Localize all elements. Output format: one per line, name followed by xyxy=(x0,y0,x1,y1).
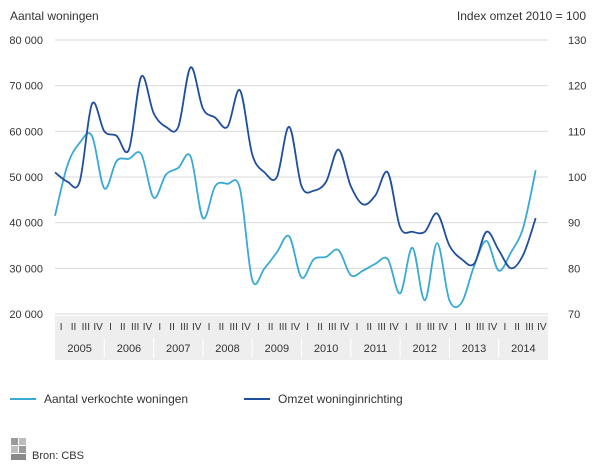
y-tick-label-right: 110 xyxy=(568,126,586,138)
quarter-tick-label: I xyxy=(306,322,309,333)
y-tick-label-left: 70 000 xyxy=(9,81,43,93)
quarter-tick-label: IV xyxy=(291,322,301,333)
quarter-tick-label: III xyxy=(82,322,90,333)
legend-line-icon xyxy=(244,398,270,400)
quarter-tick-label: II xyxy=(219,322,225,333)
quarter-tick-label: II xyxy=(71,322,77,333)
quarter-tick-label: IV xyxy=(192,322,202,333)
year-tick-label: 2012 xyxy=(413,343,437,355)
series-line-omzet-woninginrichting xyxy=(54,66,537,270)
y-tick-label-right: 120 xyxy=(568,81,586,93)
series-line-verkochte-woningen xyxy=(54,132,537,309)
cbs-logo-icon xyxy=(11,438,26,460)
year-tick-label: 2006 xyxy=(117,343,141,355)
quarter-tick-label: IV xyxy=(340,322,350,333)
quarter-tick-label: III xyxy=(230,322,238,333)
quarter-tick-label: IV xyxy=(537,322,547,333)
quarter-tick-label: II xyxy=(416,322,422,333)
quarter-tick-label: IV xyxy=(389,322,399,333)
quarter-tick-label: III xyxy=(279,322,287,333)
quarter-tick-label: IV xyxy=(439,322,449,333)
y-tick-label-right: 130 xyxy=(568,35,586,47)
legend-label: Aantal verkochte woningen xyxy=(44,392,189,406)
quarter-tick-label: IV xyxy=(241,322,251,333)
year-tick-label: 2009 xyxy=(265,343,289,355)
year-tick-label: 2013 xyxy=(462,343,486,355)
quarter-tick-label: III xyxy=(180,322,188,333)
y-tick-label-right: 70 xyxy=(568,309,580,321)
source-text: Bron: CBS xyxy=(32,450,84,462)
year-tick-label: 2005 xyxy=(67,343,91,355)
y-tick-label-right: 100 xyxy=(568,172,586,184)
legend-label: Omzet woninginrichting xyxy=(278,392,403,406)
quarter-tick-label: III xyxy=(131,322,139,333)
year-tick-label: 2008 xyxy=(215,343,239,355)
quarter-tick-label: II xyxy=(367,322,373,333)
right-axis-title: Index omzet 2010 = 100 xyxy=(456,9,586,23)
quarter-tick-label: III xyxy=(525,322,533,333)
year-tick-label: 2014 xyxy=(511,343,535,355)
quarter-tick-label: II xyxy=(514,322,520,333)
y-tick-label-right: 90 xyxy=(568,218,580,230)
year-tick-label: 2011 xyxy=(364,343,388,355)
y-tick-label-left: 30 000 xyxy=(9,263,43,275)
y-tick-label-right: 80 xyxy=(568,263,580,275)
quarter-tick-label: II xyxy=(268,322,274,333)
quarter-tick-label: IV xyxy=(93,322,103,333)
quarter-tick-label: I xyxy=(60,322,63,333)
year-tick-label: 2010 xyxy=(314,343,338,355)
quarter-tick-label: II xyxy=(465,322,471,333)
y-tick-label-left: 80 000 xyxy=(9,35,43,47)
legend-line-icon xyxy=(10,398,36,400)
chart-svg: 80 000 130 70 000 120 60 000 110 50 000 100 40 0… xyxy=(9,35,586,360)
legend-item-verkochte: Aantal verkochte woningen xyxy=(10,392,188,406)
quarter-tick-label: III xyxy=(427,322,435,333)
quarter-tick-label: II xyxy=(317,322,323,333)
quarter-tick-label: I xyxy=(208,322,211,333)
legend-item-omzet: Omzet woninginrichting xyxy=(244,392,403,406)
source-note: Bron: CBS xyxy=(10,436,84,462)
y-tick-label-left: 60 000 xyxy=(9,126,43,138)
quarter-tick-label: I xyxy=(158,322,161,333)
quarter-tick-label: IV xyxy=(143,322,153,333)
quarter-tick-label: I xyxy=(257,322,260,333)
quarter-tick-label: I xyxy=(356,322,359,333)
year-tick-label: 2007 xyxy=(166,343,190,355)
quarter-tick-label: III xyxy=(328,322,336,333)
quarter-tick-label: III xyxy=(476,322,484,333)
quarter-tick-label: IV xyxy=(488,322,498,333)
y-tick-label-left: 40 000 xyxy=(9,218,43,230)
quarter-tick-label: I xyxy=(109,322,112,333)
quarter-tick-label: I xyxy=(454,322,457,333)
y-tick-label-left: 50 000 xyxy=(9,172,43,184)
quarter-tick-label: II xyxy=(169,322,175,333)
y-tick-label-left: 20 000 xyxy=(9,309,43,321)
quarter-tick-label: II xyxy=(120,322,126,333)
quarter-tick-label: III xyxy=(377,322,385,333)
quarter-tick-label: I xyxy=(503,322,506,333)
left-axis-title: Aantal woningen xyxy=(10,9,99,23)
quarter-tick-label: I xyxy=(405,322,408,333)
